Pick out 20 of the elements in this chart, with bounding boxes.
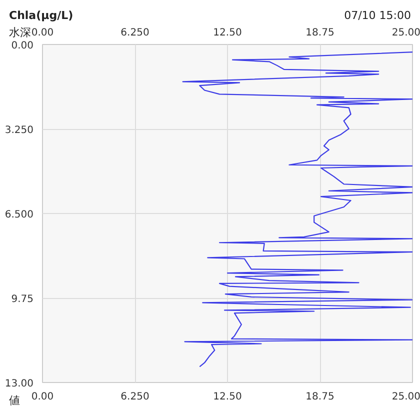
y-tick-label: 3.250 (4, 125, 34, 136)
x-tick-label: 12.50 (213, 28, 242, 38)
chart-subtitle: 07/10 15:00 (344, 8, 411, 24)
x2-tick-label: 18.75 (306, 392, 334, 402)
x2-tick-label: 6.250 (120, 392, 150, 402)
x-tick-label: 25.00 (392, 28, 420, 38)
x-tick-label: 18.75 (306, 28, 334, 38)
line-series (182, 51, 412, 368)
x2-tick-label: 12.50 (213, 392, 242, 402)
x-tick-label: 0.00 (31, 28, 54, 38)
chart-title: Chla(μg/L) (9, 8, 74, 24)
x-tick-label: 6.250 (120, 28, 150, 38)
y-axis-title: 水深 (9, 25, 31, 41)
y-tick-label: 0.00 (11, 40, 34, 52)
x2-tick-label: 25.00 (392, 392, 420, 402)
y-tick-label: 6.500 (4, 210, 34, 220)
y-tick-label: 13.00 (4, 378, 34, 390)
x-axis-title: 値 (9, 393, 20, 409)
x2-tick-label: 0.00 (31, 392, 54, 402)
y-tick-label: 9.75 (11, 294, 34, 305)
